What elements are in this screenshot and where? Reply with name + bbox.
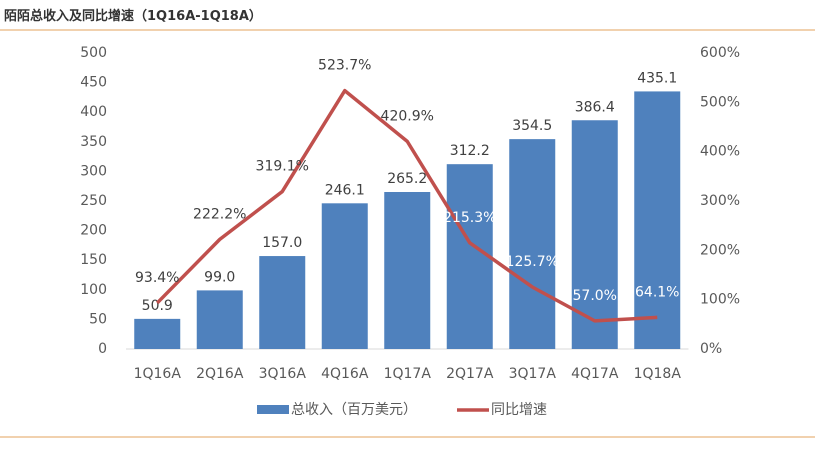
x-tick-label: 3Q16A — [259, 366, 307, 382]
legend-swatch — [257, 405, 289, 414]
y-tick-label: 500 — [80, 45, 107, 61]
bar — [446, 164, 493, 349]
y2-tick-label: 400% — [700, 144, 740, 160]
bar-value-label: 50.9 — [142, 298, 173, 314]
bar — [634, 91, 681, 349]
bar-value-label: 386.4 — [575, 99, 615, 115]
x-tick-label: 3Q17A — [509, 366, 557, 382]
y-tick-label: 250 — [80, 193, 107, 209]
line-value-label: 125.7% — [506, 254, 559, 270]
y-tick-label: 300 — [80, 163, 107, 179]
bar-value-label: 246.1 — [325, 182, 365, 198]
x-tick-label: 4Q16A — [321, 366, 369, 382]
y2-tick-label: 600% — [700, 45, 740, 61]
bar — [259, 256, 306, 349]
line-value-label: 523.7% — [318, 58, 371, 74]
bar-value-label: 265.2 — [387, 171, 427, 187]
y-tick-label: 350 — [80, 134, 107, 150]
y2-tick-label: 500% — [700, 94, 740, 110]
chart-title: 陌陌总收入及同比增速（1Q16A-1Q18A） — [4, 8, 262, 24]
y2-tick-label: 0% — [700, 341, 722, 357]
x-tick-label: 2Q16A — [196, 366, 244, 382]
line-value-label: 222.2% — [193, 206, 246, 222]
bar — [134, 318, 181, 349]
x-tick-label: 1Q18A — [634, 366, 682, 382]
legend-label: 同比增速 — [491, 402, 547, 418]
x-tick-label: 1Q16A — [134, 366, 182, 382]
bar-value-label: 157.0 — [262, 235, 302, 251]
y-tick-label: 0 — [98, 341, 107, 357]
line-value-label: 319.1% — [256, 159, 309, 175]
y2-tick-label: 100% — [700, 292, 740, 308]
line-value-label: 57.0% — [573, 288, 617, 304]
line-value-label: 420.9% — [381, 108, 434, 124]
bar-value-label: 354.5 — [512, 118, 552, 134]
bar — [321, 203, 368, 349]
line — [156, 88, 658, 323]
bar — [196, 290, 243, 349]
line-value-label: 215.3% — [443, 210, 496, 226]
bar — [571, 120, 618, 350]
y-tick-label: 150 — [80, 252, 107, 268]
bar — [384, 192, 431, 349]
y-tick-label: 400 — [80, 104, 107, 120]
y-tick-label: 100 — [80, 282, 107, 298]
bar-value-label: 435.1 — [637, 70, 677, 86]
legend-label: 总收入（百万美元） — [291, 402, 417, 418]
y-tick-label: 450 — [80, 75, 107, 91]
bar-value-label: 99.0 — [204, 269, 235, 285]
x-tick-label: 2Q17A — [446, 366, 494, 382]
bar-value-label: 312.2 — [450, 143, 490, 159]
y2-tick-label: 300% — [700, 193, 740, 209]
y-tick-label: 200 — [80, 223, 107, 239]
bar — [509, 139, 556, 349]
x-tick-label: 4Q17A — [571, 366, 619, 382]
y-tick-label: 50 — [89, 311, 107, 327]
line-value-label: 64.1% — [635, 284, 679, 300]
line-value-label: 93.4% — [135, 270, 179, 286]
x-tick-label: 1Q17A — [384, 366, 432, 382]
y2-tick-label: 200% — [700, 242, 740, 258]
